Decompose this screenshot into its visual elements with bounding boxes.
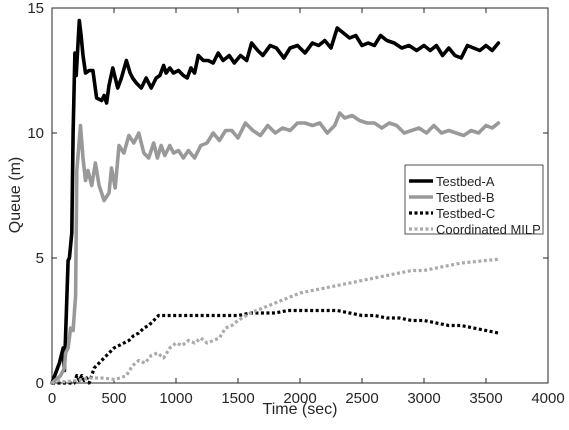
legend-label: Coordinated MILP: [436, 222, 541, 237]
legend-label: Testbed-B: [436, 190, 495, 205]
y-tick-label: 15: [27, 0, 44, 17]
x-tick-label: 0: [48, 390, 56, 407]
x-axis-title: Time (sec): [263, 401, 338, 418]
legend-label: Testbed-C: [436, 206, 495, 221]
y-tick-label: 0: [36, 375, 44, 392]
x-tick-label: 3000: [407, 390, 440, 407]
legend-label: Testbed-A: [436, 174, 495, 189]
x-tick-label: 1000: [159, 390, 192, 407]
x-tick-label: 1500: [221, 390, 254, 407]
y-tick-label: 10: [27, 125, 44, 142]
y-tick-label: 5: [36, 250, 44, 267]
x-tick-label: 3500: [469, 390, 502, 407]
x-tick-label: 2500: [345, 390, 378, 407]
x-tick-label: 500: [101, 390, 126, 407]
y-axis-title: Queue (m): [7, 157, 24, 233]
x-tick-label: 4000: [531, 390, 564, 407]
